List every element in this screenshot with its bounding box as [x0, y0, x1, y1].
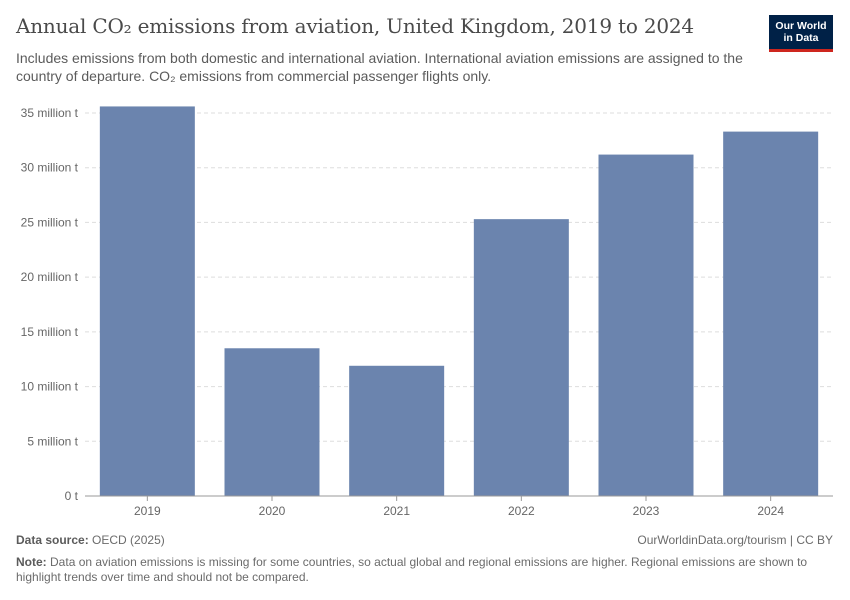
bar-2021[interactable] — [349, 365, 445, 496]
y-tick-label: 20 million t — [21, 270, 79, 284]
logo-line-2: in Data — [783, 32, 819, 44]
y-tick-label: 15 million t — [21, 325, 79, 339]
license-link[interactable]: OurWorldinData.org/tourism | CC BY — [637, 533, 833, 547]
bar-2023[interactable] — [598, 154, 694, 496]
bar-2024[interactable] — [723, 131, 819, 497]
note-text: Data on aviation emissions is missing fo… — [16, 555, 808, 584]
y-tick-label: 10 million t — [21, 380, 79, 394]
x-tick-label: 2022 — [508, 504, 535, 518]
chart-subtitle: Includes emissions from both domestic an… — [16, 50, 743, 84]
x-tick-label: 2020 — [259, 504, 286, 518]
chart-title: Annual CO₂ emissions from aviation, Unit… — [16, 14, 694, 38]
y-tick-label: 25 million t — [21, 215, 79, 229]
y-tick-label: 0 t — [65, 489, 79, 503]
x-tick-label: 2023 — [633, 504, 660, 518]
chart-note: Note: Data on aviation emissions is miss… — [16, 555, 816, 585]
y-tick-label: 5 million t — [27, 434, 78, 448]
bar-2020[interactable] — [224, 348, 320, 496]
data-source-link[interactable]: OECD (2025) — [92, 533, 165, 547]
note-label: Note: — [16, 555, 47, 569]
owid-logo[interactable]: Our World in Data — [769, 15, 833, 52]
x-tick-label: 2019 — [134, 504, 161, 518]
bar-2019[interactable] — [99, 106, 195, 496]
logo-line-1: Our World — [775, 20, 827, 32]
data-source-label: Data source: — [16, 533, 89, 547]
bar-2022[interactable] — [473, 219, 569, 496]
x-tick-label: 2024 — [757, 504, 784, 518]
y-tick-label: 30 million t — [21, 161, 79, 175]
data-source: Data source: OECD (2025) — [16, 533, 165, 548]
x-tick-label: 2021 — [383, 504, 410, 518]
y-tick-label: 35 million t — [21, 106, 79, 120]
